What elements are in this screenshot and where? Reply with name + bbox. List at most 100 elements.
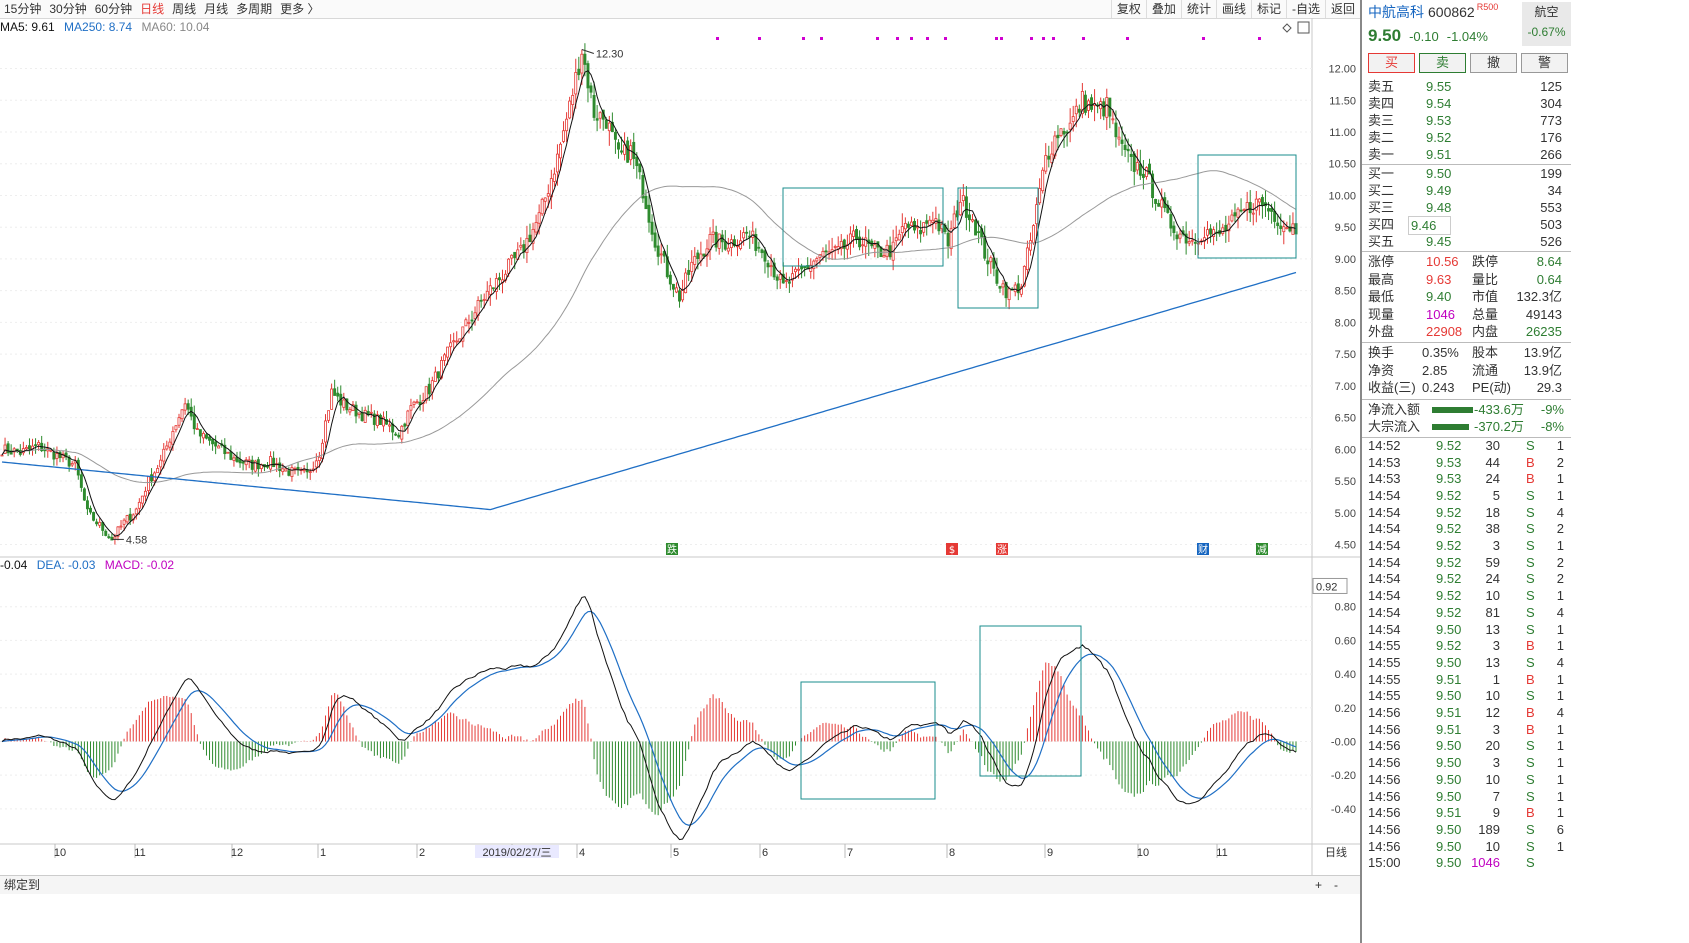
period-tab[interactable]: 30分钟 [49,2,87,16]
bottom-bar: 绑定到 +- [0,875,1360,894]
tick-time: 14:55 [1368,671,1401,687]
tool-button[interactable]: 复权 [1110,0,1146,18]
candle [253,459,257,473]
tick-count: 2 [1556,571,1564,587]
ask-row[interactable]: 卖四 9.54 304 [1368,95,1566,112]
candle [174,425,178,433]
tick-side: S [1526,538,1535,553]
candle [104,529,108,537]
zoom-in-button[interactable]: + [1314,878,1334,892]
candle [208,434,211,446]
trade-button-1[interactable]: 卖 [1419,53,1466,73]
period-tab[interactable]: 月线 [204,2,229,16]
candle [1132,151,1136,186]
tick-row: 14:56 9.51 3 B 1 [1368,722,1568,739]
tool-button[interactable]: 统计 [1180,0,1216,18]
candle [562,121,566,144]
tick-count: 1 [1556,788,1564,804]
tick-price: 9.50 [1436,755,1462,771]
tick-time: 14:55 [1368,654,1401,670]
bid-row[interactable]: 买一 9.50 199 [1368,165,1566,182]
event-dot [876,37,879,40]
trade-button-3[interactable]: 警 [1521,53,1568,73]
candle [971,213,974,223]
period-tab[interactable]: 周线 [172,2,197,16]
candle [140,495,144,509]
candle [403,422,407,431]
x-label: 4 [579,847,585,859]
event-marker[interactable] [666,543,678,555]
bid-row[interactable]: 买五 9.45 526 [1368,233,1566,250]
tool-button[interactable]: 叠加 [1145,0,1181,18]
bid-row[interactable]: 买二 9.49 34 [1368,182,1566,199]
candle [348,406,352,416]
candle [833,244,837,260]
sector-box[interactable]: 航空 -0.67% [1522,2,1571,46]
bind-to-button[interactable]: 绑定到 [4,878,41,892]
tool-button[interactable]: 标记 [1250,0,1286,18]
tool-button[interactable]: -自选 [1285,0,1325,18]
candle [1227,215,1231,243]
period-tab[interactable]: 更多 〉 [280,2,320,16]
trade-button-2[interactable]: 撤 [1470,53,1517,73]
zoom-out-button[interactable]: - [1334,878,1350,892]
tick-row: 14:56 9.51 9 B 1 [1368,805,1568,822]
event-marker[interactable] [1256,543,1268,555]
tick-time: 14:56 [1368,721,1401,737]
bid-row[interactable]: 买三 9.48 553 [1368,199,1566,216]
bid-price: 9.49 [1426,183,1452,198]
stat-row: 外盘 22908 内盘 26235 [1368,323,1566,341]
stat-value: 13.9亿 [1523,345,1562,360]
candle [241,460,245,471]
period-tab[interactable]: 15分钟 [4,2,42,16]
candle [665,244,669,279]
event-marker[interactable] [946,543,958,555]
kline-chart[interactable]: 12.00 11.50 11.00 10.50 10.00 9.50 9.00 8.50 8.0… [0,18,1360,875]
event-marker[interactable] [1197,543,1209,555]
ask-row[interactable]: 卖五 9.55 125 [1368,78,1566,95]
candle [1077,104,1081,117]
stock-name[interactable]: 中航高科 [1368,4,1424,20]
candle [1276,214,1280,235]
ask-row[interactable]: 卖三 9.53 773 [1368,112,1566,129]
candle [1288,215,1292,233]
x-label: 11 [1216,847,1227,859]
tool-button[interactable]: 返回 [1324,0,1360,18]
tool-button[interactable]: 画线 [1215,0,1251,18]
diamond-icon[interactable] [1282,23,1292,33]
trade-button-0[interactable]: 买 [1368,53,1415,73]
candle [864,226,868,259]
window-toggle-icon[interactable] [1297,21,1310,34]
event-marker-label: 减 [1257,544,1267,556]
ask-price: 9.53 [1426,113,1452,128]
bid-volume: 526 [1540,234,1562,249]
tick-side: B [1526,671,1535,687]
price-tick: 6.00 [1335,444,1356,456]
x-label: 2019/02/27/三 [482,847,551,859]
period-tab[interactable]: 日线 [140,2,165,16]
stat-row: 净资 2.85 流通 13.9亿 [1368,362,1566,380]
candle [363,406,367,423]
tick-side: B [1526,471,1535,487]
price-tick: 7.00 [1335,381,1356,393]
tick-price: 9.52 [1436,521,1462,537]
bid-label: 买四 [1368,217,1395,232]
period-tab[interactable]: 60分钟 [94,2,133,16]
stat-label: 现量 [1368,306,1395,322]
period-tabs: 15分钟 30分钟 60分钟 日线 周线 月线 多周期 更多 〉 [0,0,323,18]
x-label: 8 [949,847,955,859]
stat-value: 0.35% [1422,345,1459,360]
bid-row[interactable]: 买四 9.46 503 [1368,216,1566,235]
event-dot [1202,37,1205,40]
stat-row: 最低 9.40 市值 132.3亿 [1368,288,1566,306]
tick-volume: 10 [1485,588,1500,604]
period-tab[interactable]: 多周期 [236,2,273,16]
candle [1178,228,1182,244]
x-label: 11 [134,847,145,859]
ask-row[interactable]: 卖二 9.52 176 [1368,129,1566,146]
stat-row: 最高 9.63 量比 0.64 [1368,271,1566,289]
candle [967,202,971,232]
candle [217,444,221,449]
event-marker[interactable] [996,543,1008,555]
ask-row[interactable]: 卖一 9.51 266 [1368,146,1566,163]
